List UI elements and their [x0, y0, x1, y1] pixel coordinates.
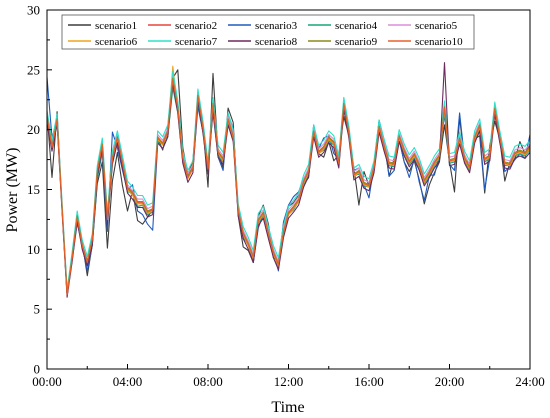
y-axis-ticks: 0 5 10 15 20 25 30: [27, 3, 52, 377]
x-tick-label: 24:00: [515, 374, 545, 389]
x-axis-ticks: 00:00 04:00 08:00 12:00 16:00 20:00 24:00: [32, 364, 545, 389]
legend-label: scenario8: [255, 36, 298, 48]
legend-label: scenario3: [255, 20, 298, 32]
legend-label: scenario7: [175, 36, 218, 48]
series-line-scenario1: [46, 69, 531, 295]
legend: scenario1 scenario2 scenario3 scenario4 scen…: [61, 14, 475, 50]
y-tick-label: 20: [27, 122, 40, 137]
legend-label: scenario1: [95, 20, 137, 32]
series-line-scenario10: [46, 78, 531, 296]
x-tick-label: 00:00: [32, 374, 62, 389]
legend-label: scenario6: [95, 36, 138, 48]
series-line-scenario7: [46, 70, 531, 291]
y-tick-label: 10: [27, 242, 40, 257]
series-line-scenario5: [46, 74, 531, 295]
y-tick-label: 30: [27, 3, 40, 18]
plot-lines: [46, 62, 531, 298]
x-tick-label: 04:00: [113, 374, 143, 389]
legend-box: [61, 14, 475, 50]
series-line-scenario6: [46, 65, 531, 296]
y-tick-label: 25: [27, 62, 40, 77]
series-line-scenario4: [46, 87, 531, 297]
legend-label: scenario2: [175, 20, 217, 32]
legend-label: scenario4: [335, 20, 378, 32]
x-tick-label: 16:00: [354, 374, 384, 389]
plot-frame: [46, 9, 531, 370]
series-line-scenario8: [46, 62, 531, 298]
y-tick-label: 15: [27, 182, 40, 197]
x-tick-label: 20:00: [435, 374, 465, 389]
legend-label: scenario10: [415, 36, 463, 48]
series-line-scenario3: [46, 76, 531, 292]
y-tick-label: 0: [34, 362, 41, 377]
series-line-scenario9: [46, 77, 531, 295]
legend-label: scenario5: [415, 20, 458, 32]
x-axis-title: Time: [271, 399, 304, 416]
legend-label: scenario9: [335, 36, 378, 48]
series-line-scenario2: [46, 78, 531, 296]
y-tick-label: 5: [34, 302, 41, 317]
y-axis-title: Power (MW): [4, 148, 21, 233]
x-tick-label: 08:00: [193, 374, 223, 389]
x-tick-label: 12:00: [274, 374, 304, 389]
